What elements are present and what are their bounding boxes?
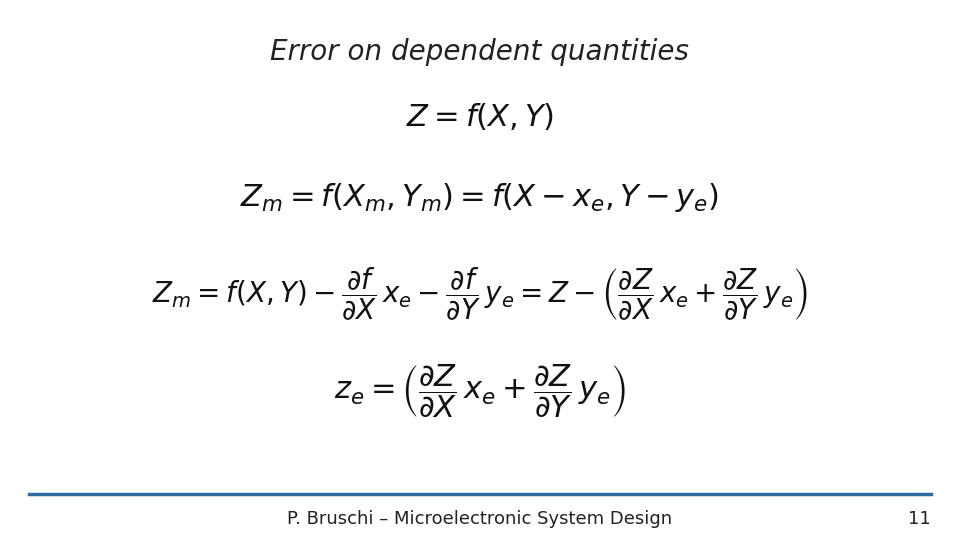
- Text: Error on dependent quantities: Error on dependent quantities: [271, 38, 689, 66]
- Text: $Z = f(X, Y)$: $Z = f(X, Y)$: [406, 100, 554, 132]
- Text: $z_e = \left(\dfrac{\partial Z}{\partial X}\,x_e + \dfrac{\partial Z}{\partial Y: $z_e = \left(\dfrac{\partial Z}{\partial…: [334, 363, 626, 420]
- Text: $Z_m = f(X_m, Y_m) = f(X - x_e, Y - y_e)$: $Z_m = f(X_m, Y_m) = f(X - x_e, Y - y_e)…: [240, 180, 720, 214]
- Text: P. Bruschi – Microelectronic System Design: P. Bruschi – Microelectronic System Desi…: [287, 510, 673, 528]
- Text: 11: 11: [908, 510, 931, 528]
- Text: $Z_m = f(X, Y) - \dfrac{\partial f}{\partial X}\,x_e - \dfrac{\partial f}{\parti: $Z_m = f(X, Y) - \dfrac{\partial f}{\par…: [152, 266, 808, 323]
